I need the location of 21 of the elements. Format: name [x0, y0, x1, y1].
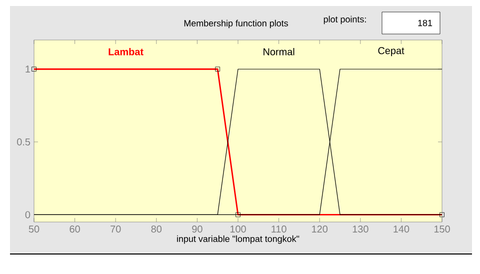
x-tick-label: 140: [394, 226, 410, 233]
x-tick-label: 50: [28, 226, 40, 233]
x-tick-label: 110: [272, 226, 286, 233]
text: plot points:: [324, 16, 366, 24]
x-tick-label: 150: [434, 226, 450, 233]
chart-title: Membership function plots: [184, 20, 288, 28]
x-tick-label: 120: [312, 226, 328, 233]
series-label: Normal: [264, 48, 294, 56]
series-label: Lambat: [108, 48, 144, 56]
x-tick-label: 60: [70, 226, 80, 233]
y-tick-label: 1: [26, 66, 30, 73]
y-tick-label: 0: [25, 211, 30, 218]
x-tick-label: 80: [151, 226, 162, 233]
x-tick-label: 70: [110, 226, 121, 233]
series-label: Cepat: [378, 47, 404, 56]
y-tick-label: 0.5: [17, 138, 30, 146]
x-tick-label: 90: [192, 226, 202, 233]
x-tick-label: 130: [352, 226, 368, 233]
x-axis-title: input variable "lompat tongkok": [177, 235, 300, 244]
x-tick-label: 100: [230, 226, 246, 233]
text: 181: [418, 20, 432, 26]
